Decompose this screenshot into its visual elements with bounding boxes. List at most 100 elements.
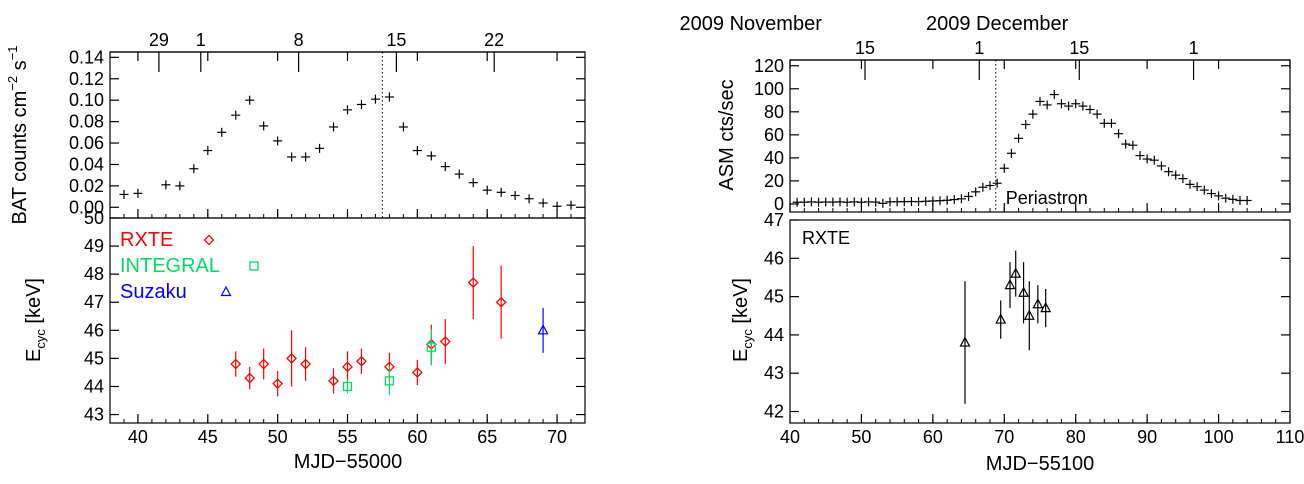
data-point-rxte xyxy=(1010,250,1022,297)
data-point xyxy=(370,94,380,104)
periastron-label: Periastron xyxy=(1006,188,1088,208)
ylabel-part: BAT counts cm xyxy=(9,91,31,225)
y-tick-label: 45 xyxy=(764,287,784,307)
data-point xyxy=(384,92,394,102)
top-date-tick-label: 15 xyxy=(1069,38,1089,58)
x-tick-label: 60 xyxy=(923,427,943,447)
data-point xyxy=(133,188,143,198)
data-point xyxy=(245,95,255,105)
marker-diamond xyxy=(272,378,284,390)
left-upper-y-label: BAT counts cm−2 s−1 xyxy=(5,46,31,225)
data-point xyxy=(1064,101,1074,111)
legend-label: Suzaku xyxy=(120,281,187,303)
marker-triangle xyxy=(1023,309,1035,320)
marker-triangle xyxy=(959,336,971,347)
y-tick-label: 40 xyxy=(764,148,784,168)
data-point xyxy=(1035,96,1045,106)
top-date-tick-label: 15 xyxy=(855,38,875,58)
legend-label: INTEGRAL xyxy=(120,255,220,277)
data-point-rxte xyxy=(328,368,339,394)
data-point-rxte xyxy=(342,351,353,383)
data-point-rxte xyxy=(272,371,284,397)
marker-triangle xyxy=(1010,267,1022,278)
y-tick-label: 80 xyxy=(764,102,784,122)
left-chart: 291815222009 August 0.000.020.040.060.08… xyxy=(5,30,586,473)
data-point xyxy=(273,136,283,146)
marker-square xyxy=(384,376,395,386)
legend-marker xyxy=(220,285,232,297)
y-tick-label: 0.08 xyxy=(69,112,104,132)
data-point xyxy=(119,189,129,199)
y-tick-label: 0.02 xyxy=(69,176,104,196)
left-x-axis: 40 45 50 55 60 65 70 xyxy=(109,52,586,447)
marker-diamond xyxy=(467,277,479,289)
right-lower-y-ticks: 42 43 44 45 46 47 xyxy=(764,210,1290,422)
data-point xyxy=(942,195,952,205)
right-x-axis: 40 50 60 70 80 90 100 110 xyxy=(780,60,1304,447)
data-point xyxy=(524,194,534,204)
marker-diamond xyxy=(230,358,242,370)
y-tick-label: 60 xyxy=(764,125,784,145)
data-point xyxy=(1056,99,1066,109)
marker-triangle xyxy=(1040,301,1052,313)
y-tick-label: 46 xyxy=(764,248,784,268)
y-tick-label: 43 xyxy=(84,405,104,425)
data-point-rxte xyxy=(258,348,270,380)
left-lower-points xyxy=(230,246,549,397)
data-point xyxy=(1114,129,1124,139)
y-tick-label: 0.14 xyxy=(69,47,104,67)
data-point xyxy=(217,127,227,137)
data-point xyxy=(1192,182,1202,192)
x-tick-label: 90 xyxy=(1137,427,1157,447)
data-point xyxy=(426,151,436,161)
ylabel-sub: cyc xyxy=(33,329,48,349)
data-point xyxy=(566,200,576,210)
y-tick-label: 0 xyxy=(774,194,784,214)
data-point xyxy=(1156,161,1166,171)
data-point xyxy=(189,164,199,174)
data-point xyxy=(871,197,881,207)
data-point xyxy=(964,191,974,201)
ylabel-part: E xyxy=(23,349,45,362)
top-date-tick-label: 15 xyxy=(386,30,406,50)
right-lower-panel: 42 43 44 45 46 47 RXTE Ecyc [keV] xyxy=(730,210,1291,424)
data-point xyxy=(315,143,325,153)
data-point xyxy=(1092,109,1102,119)
x-tick-label: 65 xyxy=(477,427,497,447)
data-point xyxy=(1106,118,1116,128)
y-tick-label: 48 xyxy=(84,264,104,284)
y-tick-label: 0.06 xyxy=(69,133,104,153)
left-upper-frame xyxy=(109,51,586,219)
data-point xyxy=(1164,167,1174,177)
marker-diamond xyxy=(244,372,256,384)
x-tick-label: 60 xyxy=(407,427,427,447)
marker-diamond xyxy=(411,367,423,378)
data-point xyxy=(1121,139,1131,149)
x-tick-label: 45 xyxy=(198,427,218,447)
y-tick-label: 46 xyxy=(84,320,104,340)
data-point xyxy=(1071,99,1081,109)
marker-triangle xyxy=(1032,297,1044,309)
data-point xyxy=(412,146,422,156)
ylabel-sup: −2 xyxy=(5,76,20,91)
x-tick-label: 100 xyxy=(1204,427,1234,447)
data-point xyxy=(510,191,520,201)
marker-triangle xyxy=(1004,278,1016,290)
top-date-tick-label: 29 xyxy=(149,30,169,50)
y-tick-label: 47 xyxy=(84,292,104,312)
y-tick-label: 0.00 xyxy=(69,197,104,217)
x-tick-label: 70 xyxy=(547,427,567,447)
marker-triangle xyxy=(995,313,1007,324)
data-point-rxte xyxy=(356,348,367,374)
marker-diamond xyxy=(356,355,367,367)
ylabel-part: E xyxy=(730,349,752,362)
data-point xyxy=(1142,154,1152,164)
data-point xyxy=(1042,100,1052,110)
data-point-rxte xyxy=(995,300,1007,339)
left-lower-y-label: Ecyc [keV] xyxy=(23,278,48,362)
x-tick-label: 40 xyxy=(780,427,800,447)
data-point xyxy=(1206,189,1216,199)
right-upper-points: Periastron xyxy=(792,60,1252,212)
legend-marker xyxy=(249,261,259,271)
data-point-rxte xyxy=(1018,262,1030,324)
